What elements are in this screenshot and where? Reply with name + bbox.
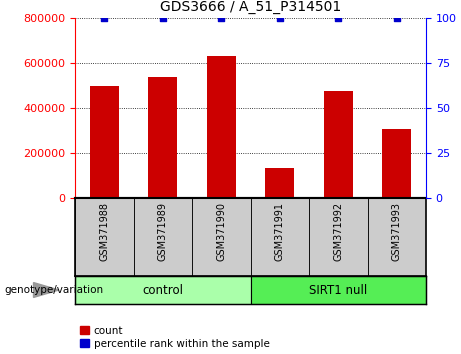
Legend: count, percentile rank within the sample: count, percentile rank within the sample <box>80 326 270 349</box>
Text: control: control <box>142 284 183 297</box>
Polygon shape <box>34 282 59 297</box>
Point <box>393 15 401 21</box>
Text: GSM371988: GSM371988 <box>99 202 109 261</box>
Point <box>276 15 284 21</box>
Text: GSM371991: GSM371991 <box>275 202 285 261</box>
Text: GSM371990: GSM371990 <box>216 202 226 261</box>
Bar <box>89 86 119 198</box>
Bar <box>148 76 177 198</box>
Text: GSM371993: GSM371993 <box>392 202 402 261</box>
Point <box>218 15 225 21</box>
Point <box>100 15 108 21</box>
Bar <box>134 198 192 276</box>
Text: genotype/variation: genotype/variation <box>5 285 104 295</box>
Bar <box>382 129 411 198</box>
Bar <box>265 168 295 198</box>
Bar <box>207 56 236 198</box>
Bar <box>250 198 309 276</box>
Text: SIRT1 null: SIRT1 null <box>309 284 367 297</box>
Text: GSM371992: GSM371992 <box>333 202 343 261</box>
Bar <box>324 91 353 198</box>
Bar <box>367 198 426 276</box>
Text: GSM371989: GSM371989 <box>158 202 168 261</box>
Bar <box>250 276 426 304</box>
Bar <box>192 198 250 276</box>
Bar <box>75 276 250 304</box>
Point <box>335 15 342 21</box>
Point <box>159 15 166 21</box>
Bar <box>309 198 367 276</box>
Bar <box>75 198 134 276</box>
Title: GDS3666 / A_51_P314501: GDS3666 / A_51_P314501 <box>160 0 341 14</box>
